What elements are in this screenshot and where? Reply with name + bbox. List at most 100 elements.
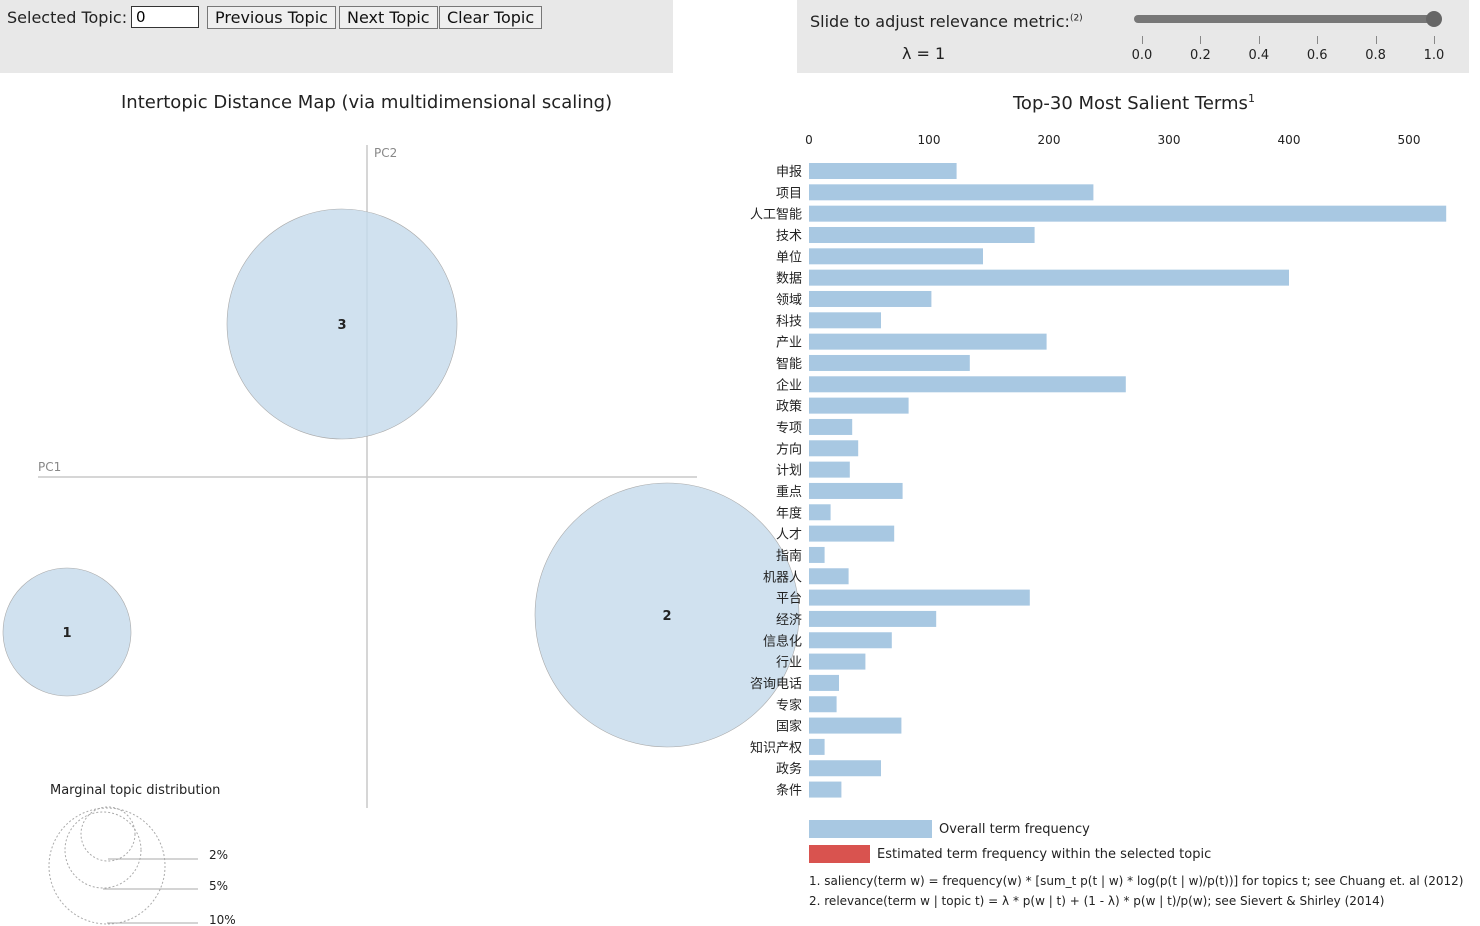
term-bar[interactable] xyxy=(809,546,825,563)
term-label[interactable]: 信息化 xyxy=(763,633,802,649)
term-label[interactable]: 专项 xyxy=(776,421,802,436)
selected-topic-input[interactable] xyxy=(131,6,199,28)
term-bar[interactable] xyxy=(809,354,970,371)
term-bar[interactable] xyxy=(809,226,1035,243)
term-bar[interactable] xyxy=(809,376,1126,393)
term-label[interactable]: 方向 xyxy=(776,441,802,457)
term-label[interactable]: 政务 xyxy=(776,761,802,777)
term-label[interactable]: 机器人 xyxy=(763,570,802,585)
relevance-slider-panel xyxy=(797,0,1469,73)
legend-topic-swatch xyxy=(809,845,870,863)
slider-tick-label: 0.0 xyxy=(1131,48,1153,63)
term-label[interactable]: 计划 xyxy=(776,464,802,479)
x-tick-label: 500 xyxy=(1398,133,1421,147)
term-bar[interactable] xyxy=(809,163,957,179)
term-bar[interactable] xyxy=(809,696,837,713)
term-label[interactable]: 数据 xyxy=(776,272,802,287)
selected-topic-label: Selected Topic: xyxy=(7,8,128,27)
x-tick-label: 300 xyxy=(1158,133,1181,147)
term-label[interactable]: 平台 xyxy=(776,592,802,607)
term-bar[interactable] xyxy=(809,248,983,265)
term-label[interactable]: 产业 xyxy=(776,336,802,351)
term-label[interactable]: 年度 xyxy=(776,505,802,521)
slider-label-text: Slide to adjust relevance metric: xyxy=(810,12,1070,31)
slider-tick-mark xyxy=(1434,36,1435,44)
slider-tick-label: 0.8 xyxy=(1365,48,1386,63)
term-label[interactable]: 申报 xyxy=(776,165,802,180)
term-label[interactable]: 专家 xyxy=(776,697,802,713)
term-label[interactable]: 单位 xyxy=(776,250,802,265)
slider-tick-label: 1.0 xyxy=(1423,48,1445,63)
x-axis-ticks: 0 100 200 300 400 500 xyxy=(805,133,1420,147)
slider-footnote-ref: (2) xyxy=(1069,13,1083,24)
topic-circle-1[interactable] xyxy=(2,567,132,697)
term-bar[interactable] xyxy=(809,418,853,435)
next-topic-button[interactable]: Next Topic xyxy=(339,6,438,29)
marginal-label-5pct: 5% xyxy=(209,879,228,893)
clear-topic-button[interactable]: Clear Topic xyxy=(439,6,543,29)
term-bar[interactable] xyxy=(809,184,1094,201)
lambda-value: λ = 1 xyxy=(902,44,946,63)
slider-tick-label: 0.6 xyxy=(1306,48,1328,63)
term-label[interactable]: 重点 xyxy=(776,484,802,500)
previous-topic-button[interactable]: Previous Topic xyxy=(207,6,336,29)
term-bar[interactable] xyxy=(809,525,895,542)
term-label[interactable]: 咨询电话 xyxy=(750,677,802,692)
marginal-title: Marginal topic distribution xyxy=(50,783,220,798)
term-bar[interactable] xyxy=(809,290,932,307)
term-bar[interactable] xyxy=(809,589,1030,606)
term-label[interactable]: 企业 xyxy=(776,377,802,393)
term-bar[interactable] xyxy=(809,482,903,499)
term-bar[interactable] xyxy=(809,397,909,414)
term-label[interactable]: 指南 xyxy=(776,548,802,564)
term-label[interactable]: 科技 xyxy=(776,314,802,329)
topic-label-3: 3 xyxy=(337,318,346,333)
term-label[interactable]: 人才 xyxy=(776,528,802,543)
term-bar[interactable] xyxy=(809,674,839,691)
term-bar[interactable] xyxy=(809,632,892,649)
term-bar[interactable] xyxy=(809,653,866,670)
term-label[interactable]: 领域 xyxy=(776,293,802,308)
topic-circle-2[interactable] xyxy=(534,482,800,748)
term-bar[interactable] xyxy=(809,568,849,585)
topic-circle-3[interactable] xyxy=(226,208,458,440)
term-label[interactable]: 技术 xyxy=(776,229,802,244)
term-bar[interactable] xyxy=(809,461,850,478)
term-bar[interactable] xyxy=(809,269,1289,286)
marginal-circle-10pct xyxy=(48,807,166,925)
slider-tick-mark xyxy=(1142,36,1143,44)
slider-tick-mark xyxy=(1375,36,1377,44)
topic-label-2: 2 xyxy=(662,609,671,624)
slider-tick-mark xyxy=(1258,36,1260,44)
pc2-label: PC2 xyxy=(374,146,397,160)
term-label[interactable]: 条件 xyxy=(776,783,802,799)
marginal-circle-2pct xyxy=(80,806,136,862)
term-label[interactable]: 项目 xyxy=(776,186,802,201)
term-bar[interactable] xyxy=(809,205,1447,222)
term-label[interactable]: 经济 xyxy=(776,613,802,628)
term-bar[interactable] xyxy=(809,312,881,329)
term-label[interactable]: 人工智能 xyxy=(750,208,802,223)
term-bar[interactable] xyxy=(809,504,831,521)
term-bar[interactable] xyxy=(809,781,842,798)
intertopic-map-title: Intertopic Distance Map (via multidimens… xyxy=(121,92,613,113)
relevance-slider-track[interactable] xyxy=(1134,15,1436,23)
term-label[interactable]: 政策 xyxy=(776,399,802,415)
term-label[interactable]: 国家 xyxy=(776,719,802,735)
term-bar[interactable] xyxy=(809,440,859,457)
term-labels: 申报项目人工智能技术单位数据领域科技产业智能企业政策专项方向计划重点年度人才指南… xyxy=(750,165,802,799)
legend-topic-label: Estimated term frequency within the sele… xyxy=(877,847,1211,862)
x-tick-label: 100 xyxy=(918,133,941,147)
term-bar[interactable] xyxy=(809,610,937,627)
x-tick-label: 400 xyxy=(1278,133,1301,147)
term-label[interactable]: 行业 xyxy=(776,656,802,671)
intertopic-distance-map: PC2 PC1 3 1 2 Marginal topic distributio… xyxy=(2,145,800,926)
term-bar[interactable] xyxy=(809,717,902,734)
term-bar[interactable] xyxy=(809,760,881,777)
term-bar[interactable] xyxy=(809,333,1047,350)
term-label[interactable]: 知识产权 xyxy=(750,740,802,756)
term-label[interactable]: 智能 xyxy=(776,357,802,372)
term-bar[interactable] xyxy=(809,738,825,755)
relevance-slider-thumb[interactable] xyxy=(1426,11,1442,27)
